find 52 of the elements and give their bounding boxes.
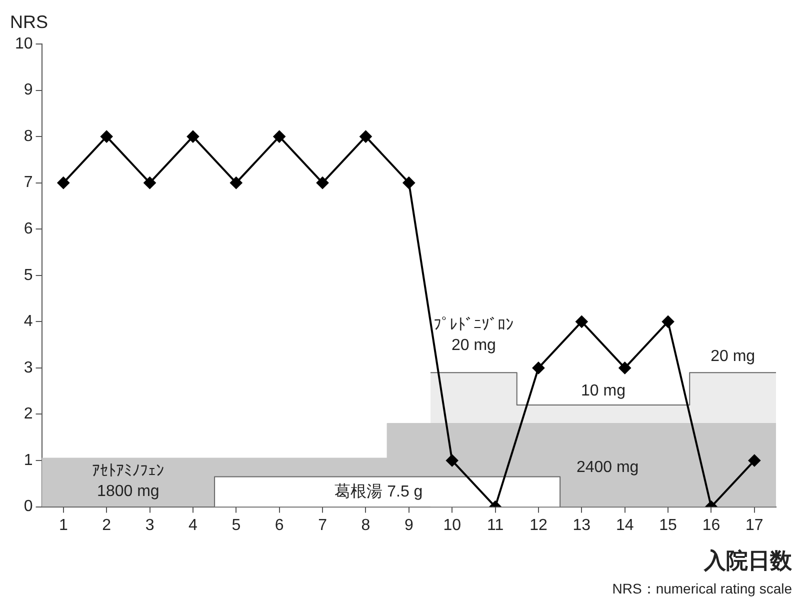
y-tick-label: 8 [24,128,33,145]
annotation: 葛根湯 7.5 g [334,482,423,500]
annotation: ｱｾﾄｱﾐﾉﾌｪﾝ 1800 mg [92,462,164,500]
x-tick-label: 11 [486,516,504,534]
point [360,130,372,143]
x-tick-label: 7 [318,516,328,534]
annotation: 2400 mg [576,458,639,476]
y-tick-label: 6 [24,220,33,238]
x-tick-label: 6 [274,516,284,534]
x-tick-label: 16 [702,516,720,534]
x-tick-label: 14 [616,516,634,534]
x-tick-label: 12 [530,516,548,534]
point [576,316,588,328]
annotation: 10 mg [581,382,626,400]
y-tick-label: 9 [24,82,33,99]
y-tick-label: 3 [24,359,33,376]
point [618,362,631,374]
x-tick-label: 1 [58,516,68,534]
x-tick-label: 15 [659,516,678,534]
y-tick-label: 5 [24,266,33,284]
y-tick-label: 4 [24,313,33,330]
x-tick-label: 17 [746,516,764,534]
y-tick-label: 0 [24,498,33,516]
y-tick-label: 7 [24,174,33,192]
y-axis-title: NRS [10,12,48,32]
point [100,130,113,143]
point [402,176,415,189]
x-tick-label: 8 [361,516,370,534]
point [57,176,70,189]
x-axis-title: 入院日数 [703,548,793,573]
x-tick-label: 5 [232,516,241,534]
annotation: 20 mg [710,348,756,365]
annotation: ﾌﾟﾚﾄﾞﾆｿﾞﾛﾝ 20 mg [434,316,514,354]
x-tick-label: 3 [145,516,154,534]
y-tick-label: 2 [24,406,33,423]
y-tick-label: 1 [24,452,33,469]
point [273,130,286,143]
point [662,316,674,328]
y-tick-label: 10 [15,35,33,52]
point [748,454,760,467]
point [446,454,458,467]
x-tick-label: 2 [102,516,112,534]
x-tick-label: 9 [404,516,414,534]
point [532,362,544,374]
x-tick-label: 10 [443,516,462,534]
point [316,176,329,189]
point [144,176,156,189]
point [230,176,242,189]
point [186,130,199,143]
x-tick-label: 13 [572,516,591,534]
x-tick-label: 4 [188,516,198,534]
text: NRS：numerical rating scale [612,580,792,597]
